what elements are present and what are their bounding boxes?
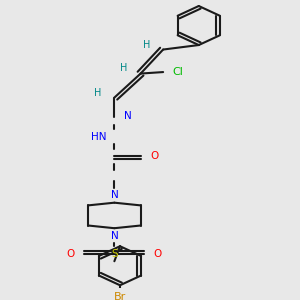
Text: O: O [154, 249, 162, 259]
Text: H: H [120, 63, 127, 73]
Text: H: H [142, 40, 150, 50]
Text: N: N [124, 111, 131, 121]
Text: O: O [150, 151, 158, 161]
Text: N: N [110, 190, 118, 200]
Text: S: S [111, 249, 118, 259]
Text: O: O [67, 249, 75, 259]
Text: N: N [110, 231, 118, 241]
Text: Cl: Cl [172, 67, 183, 77]
Text: H: H [94, 88, 101, 98]
Text: Br: Br [114, 292, 126, 300]
Text: HN: HN [92, 132, 107, 142]
